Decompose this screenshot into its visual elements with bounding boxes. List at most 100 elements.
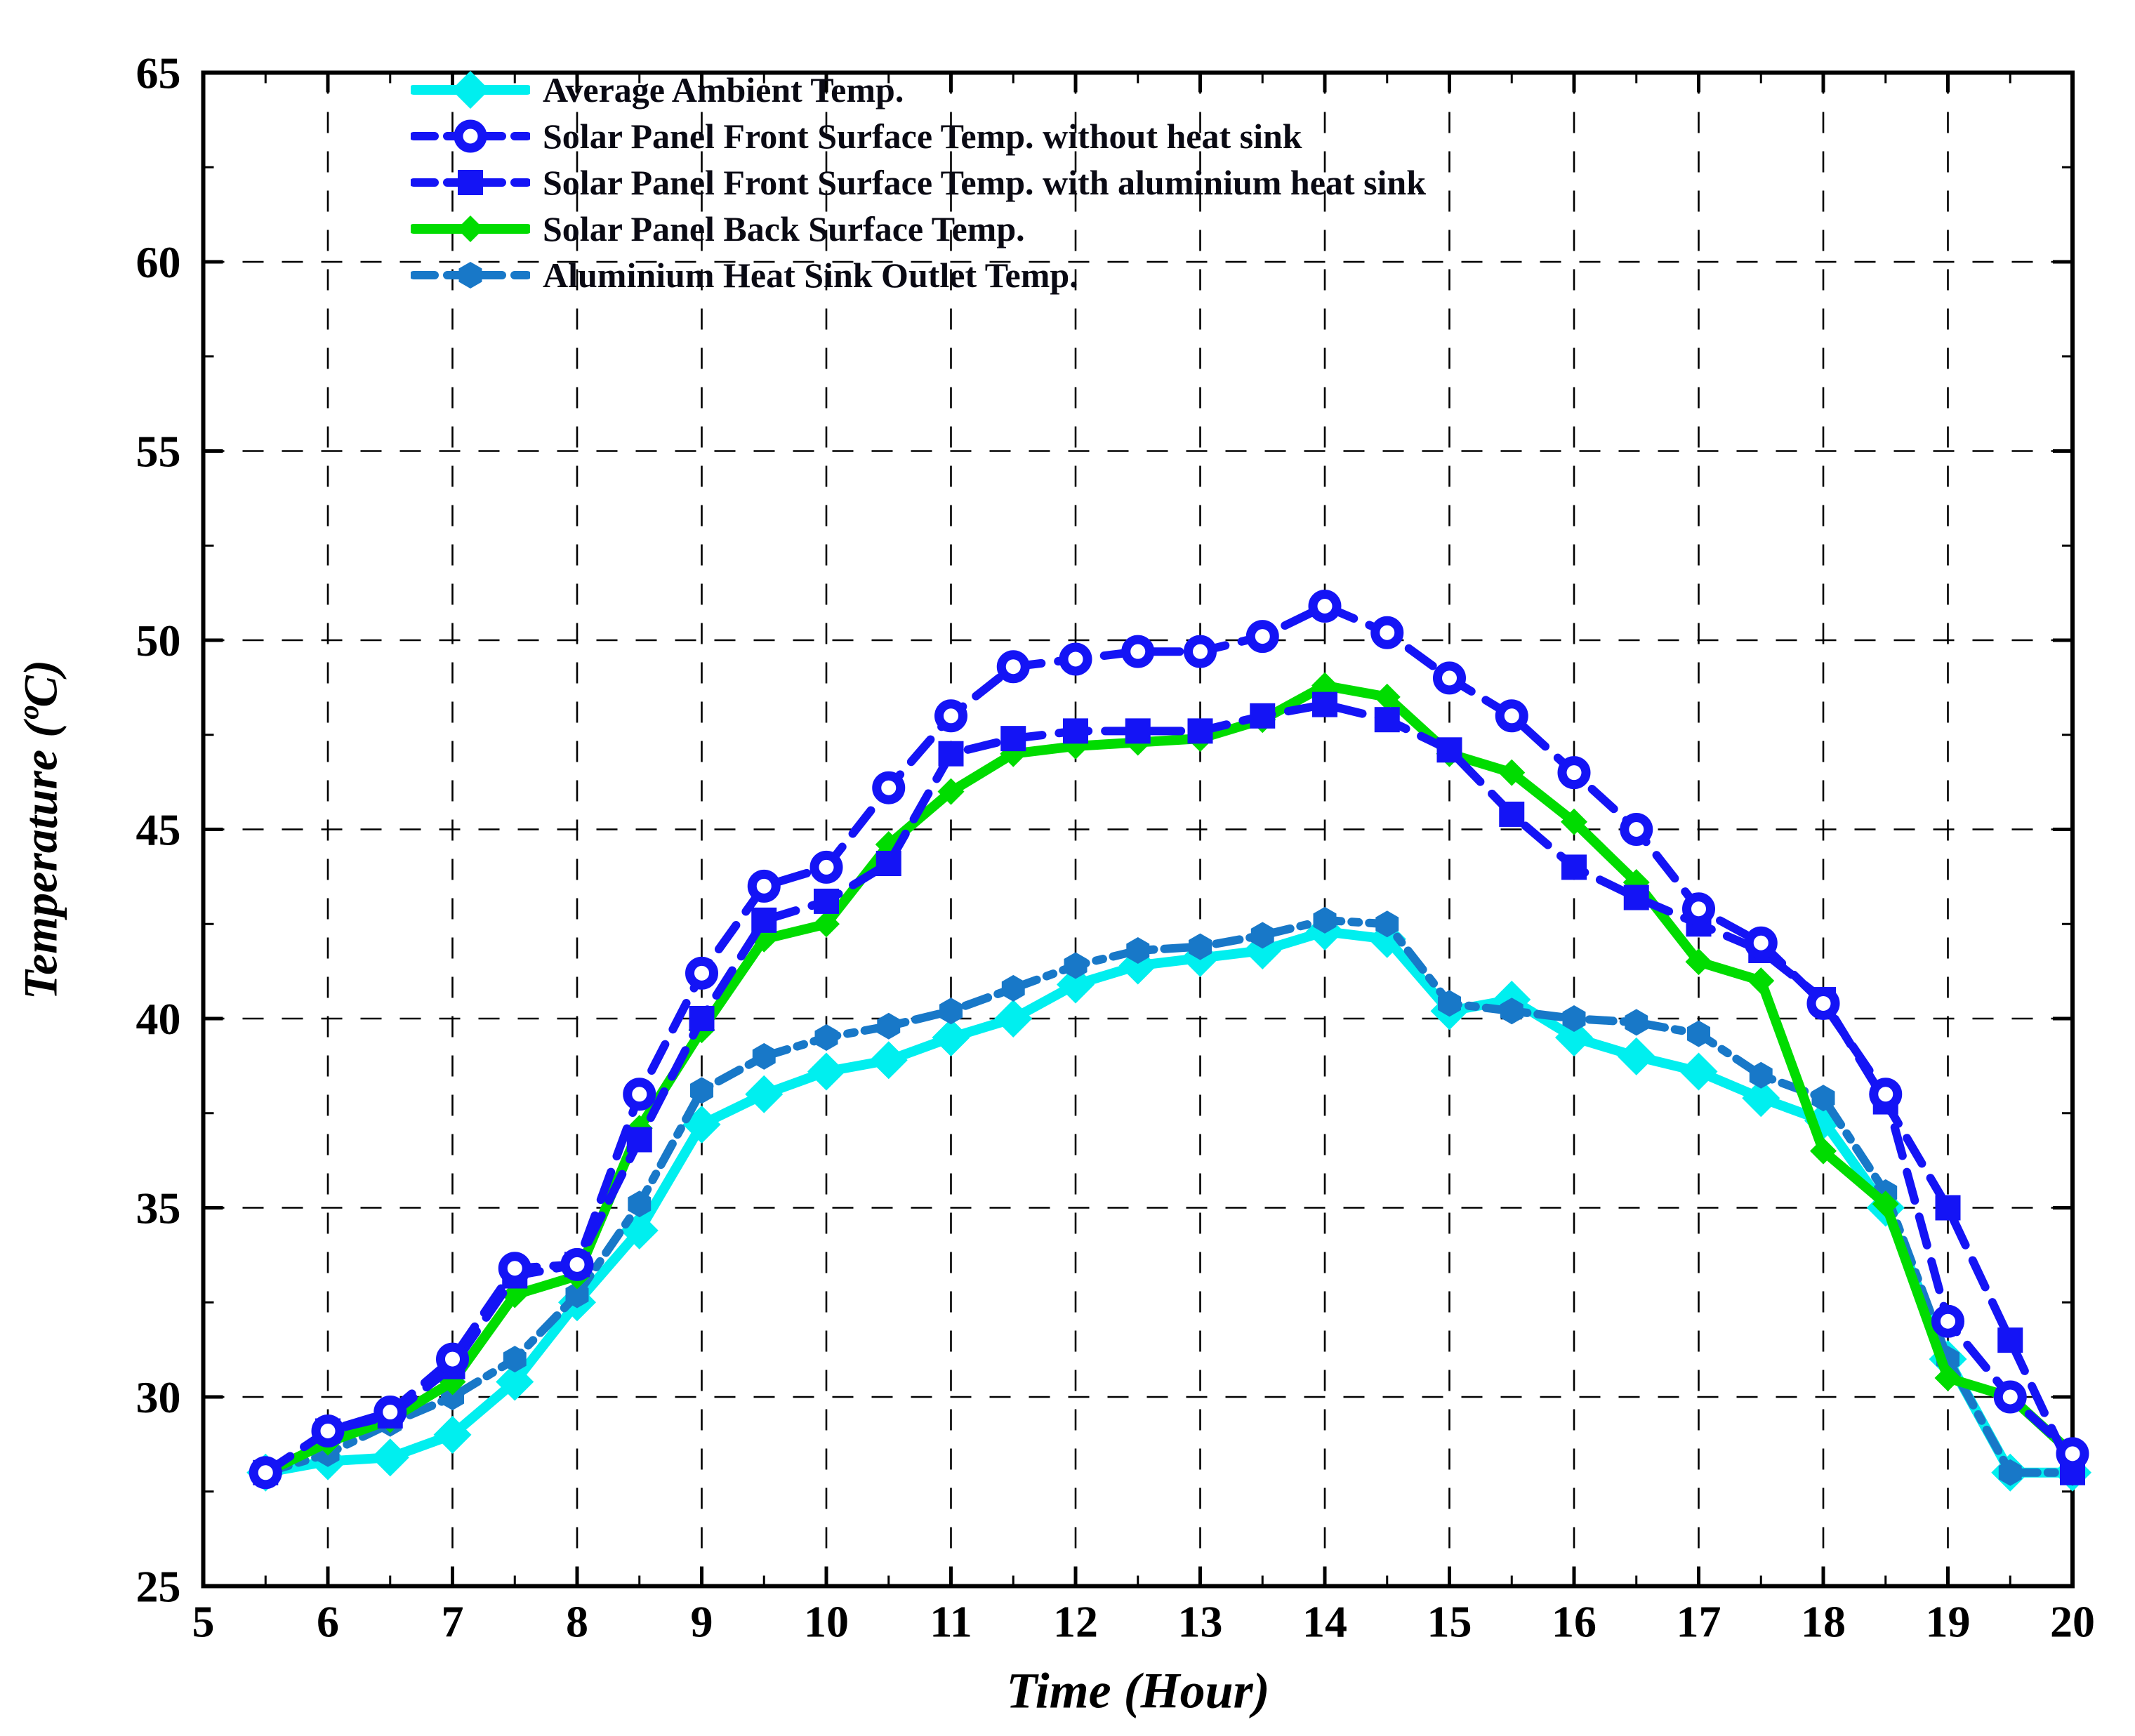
circle-marker-icon — [454, 119, 487, 153]
square-marker-icon — [1997, 1327, 2023, 1353]
legend-label: Solar Panel Back Surface Temp. — [543, 209, 1025, 249]
small-diamond-marker-icon — [1373, 683, 1401, 710]
x-tick-label: 13 — [1178, 1597, 1223, 1647]
hexagon-marker-icon — [565, 1281, 589, 1308]
circle-marker-icon — [2056, 1437, 2089, 1471]
diamond-marker-icon — [371, 1438, 409, 1477]
series-line — [260, 927, 2077, 1478]
small-diamond-marker-icon — [937, 778, 965, 805]
small-diamond-marker-icon — [1561, 808, 1587, 835]
y-axis-label: Temperature (ºC) — [13, 659, 67, 1000]
diamond-marker-icon — [807, 1052, 845, 1091]
hexagon-marker-icon — [939, 998, 963, 1025]
x-tick-label: 8 — [566, 1597, 588, 1647]
legend-marker-front-heatsink-icon — [411, 170, 530, 195]
circle-marker-icon — [1059, 642, 1092, 676]
circle-marker-icon — [436, 1342, 469, 1376]
legend-item-outlet: Aluminium Heat Sink Outlet Temp. — [411, 252, 1426, 298]
gridlines — [203, 72, 2073, 1586]
x-tick-label: 6 — [317, 1597, 339, 1647]
diamond-marker-icon — [994, 1000, 1033, 1038]
small-diamond-marker-icon — [1934, 1365, 1962, 1392]
x-tick-label: 16 — [1552, 1597, 1597, 1647]
legend-label: Average Ambient Temp. — [543, 70, 904, 110]
legend-item-front-heatsink: Solar Panel Front Surface Temp. with alu… — [411, 159, 1426, 206]
circle-marker-icon — [1682, 892, 1715, 926]
legend-label: Solar Panel Front Surface Temp. without … — [543, 117, 1302, 156]
legend-marker-outlet-icon — [411, 262, 530, 289]
square-marker-icon — [814, 888, 839, 914]
diamond-marker-icon — [745, 1075, 784, 1113]
diamond-marker-icon — [1679, 1052, 1718, 1091]
series-aluminium-heat-sink-outlet-temp — [253, 906, 2084, 1486]
hexagon-marker-icon — [1500, 998, 1523, 1025]
square-marker-icon — [458, 170, 483, 195]
hexagon-marker-icon — [1625, 1009, 1648, 1036]
hexagon-marker-icon — [628, 1191, 652, 1218]
diamond-marker-icon — [932, 1018, 970, 1056]
small-diamond-marker-icon — [813, 910, 840, 938]
y-tick-label: 40 — [136, 994, 181, 1044]
legend-marker-back-surface-icon — [411, 216, 530, 242]
square-marker-icon — [689, 1006, 715, 1031]
circle-marker-icon — [996, 650, 1030, 684]
square-marker-icon — [1250, 703, 1276, 729]
circle-marker-icon — [1993, 1380, 2027, 1414]
legend-label: Aluminium Heat Sink Outlet Temp. — [543, 256, 1078, 295]
hexagon-marker-icon — [1375, 910, 1399, 938]
legend-item-front-no-heatsink: Solar Panel Front Surface Temp. without … — [411, 113, 1426, 159]
circle-marker-icon — [1931, 1304, 1964, 1338]
diamond-marker-icon — [451, 71, 489, 109]
hexagon-marker-icon — [690, 1077, 713, 1104]
square-marker-icon — [1499, 801, 1525, 827]
legend-item-ambient: Average Ambient Temp. — [411, 67, 1426, 113]
diamond-marker-icon — [1617, 1037, 1655, 1075]
square-marker-icon — [751, 907, 777, 933]
diamond-marker-icon — [496, 1363, 534, 1401]
hexagon-marker-icon — [1438, 990, 1461, 1017]
circle-marker-icon — [498, 1252, 531, 1285]
hexagon-marker-icon — [1998, 1459, 2022, 1486]
diamond-marker-icon — [433, 1415, 472, 1454]
series-solar-panel-front-surface-temp-without-heat-sink — [249, 589, 2089, 1490]
hexagon-marker-icon — [1064, 952, 1088, 979]
y-tick-label: 30 — [136, 1372, 181, 1422]
legend-marker-ambient-icon — [411, 71, 530, 109]
hexagon-marker-icon — [1189, 933, 1212, 960]
diamond-marker-icon — [1057, 965, 1095, 1004]
hexagon-marker-icon — [1126, 937, 1150, 964]
x-tick-label: 7 — [442, 1597, 464, 1647]
hexagon-marker-icon — [752, 1042, 776, 1070]
square-marker-icon — [1312, 691, 1337, 717]
small-diamond-marker-icon — [1810, 1137, 1837, 1165]
hexagon-marker-icon — [1562, 1005, 1586, 1032]
circle-marker-icon — [1495, 699, 1528, 733]
y-tick-label: 25 — [136, 1562, 181, 1612]
legend-item-back-surface: Solar Panel Back Surface Temp. — [411, 206, 1426, 252]
circle-marker-icon — [249, 1456, 282, 1490]
circle-marker-icon — [1245, 620, 1279, 654]
circle-marker-icon — [1121, 635, 1155, 668]
square-marker-icon — [1935, 1195, 1961, 1221]
square-marker-icon — [1436, 737, 1462, 763]
circle-marker-icon — [1869, 1078, 1903, 1111]
circle-marker-icon — [1433, 661, 1466, 695]
square-marker-icon — [938, 741, 964, 767]
circle-marker-icon — [1557, 756, 1591, 790]
small-diamond-marker-icon — [1872, 1191, 1899, 1218]
square-marker-icon — [1374, 707, 1400, 733]
circle-marker-icon — [809, 850, 843, 884]
y-tick-label: 65 — [136, 48, 181, 98]
circle-marker-icon — [1308, 589, 1342, 623]
small-diamond-marker-icon — [1498, 759, 1526, 786]
x-tick-label: 9 — [691, 1597, 713, 1647]
hexagon-marker-icon — [877, 1012, 901, 1040]
hexagon-marker-icon — [1811, 1085, 1835, 1112]
diamond-marker-icon — [1742, 1079, 1780, 1118]
x-tick-label: 20 — [2050, 1597, 2095, 1647]
legend: Average Ambient Temp. Solar Panel Front … — [411, 67, 1426, 298]
series-line — [261, 915, 2077, 1477]
x-tick-label: 5 — [192, 1597, 215, 1647]
